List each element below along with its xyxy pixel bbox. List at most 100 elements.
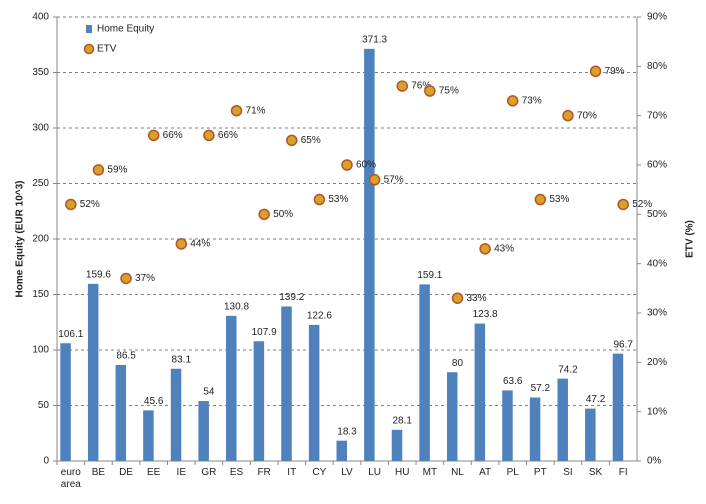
y-tick-label: 350 [32, 67, 49, 78]
point-value-label: 73% [522, 96, 542, 107]
etv-point [230, 104, 243, 117]
point-value-label: 66% [218, 130, 238, 141]
bar-value-label: 47.2 [586, 394, 606, 405]
bar [612, 353, 624, 461]
bar [364, 48, 375, 462]
etv-point [120, 272, 132, 285]
y-axis-label: Home Equity (EUR 10^3) [15, 181, 26, 298]
bar [502, 390, 513, 461]
x-tick-label: GR [201, 467, 217, 478]
bar-value-label: 107.9 [252, 327, 277, 338]
etv-point [313, 193, 326, 206]
point-value-label: 43% [494, 244, 514, 255]
point-value-label: 57% [384, 174, 404, 185]
y2-tick-label: 50% [647, 209, 667, 220]
x-tick-label: SK [588, 467, 603, 478]
x-tick-label: FI [618, 467, 628, 478]
y2-axis-label: ETV (%) [685, 220, 696, 258]
bar [419, 284, 430, 461]
x-tick-label: SI [563, 467, 573, 478]
bar-value-label: 159.1 [417, 270, 442, 281]
y2-tick-label: 10% [647, 406, 667, 417]
y-tick-label: 0 [43, 456, 49, 467]
bar [585, 408, 596, 461]
legend-swatch [86, 25, 92, 33]
bar-value-label: 122.6 [307, 311, 332, 322]
bar-value-label: 106.1 [58, 329, 83, 340]
x-tick-label: ES [229, 467, 244, 478]
x-tick-label: IT [287, 467, 297, 478]
point-value-label: 37% [135, 273, 155, 284]
bar [446, 372, 458, 461]
bar-value-label: 54 [203, 387, 215, 398]
legend-label: Home Equity [97, 24, 154, 35]
bar [87, 283, 99, 461]
bar-value-label: 123.8 [473, 309, 498, 320]
point-value-label: 53% [328, 194, 348, 205]
bar [170, 368, 182, 461]
x-tick-label: LV [341, 467, 353, 478]
etv-point [451, 292, 464, 304]
point-value-label: 52% [80, 199, 100, 210]
x-tick-label: PL [506, 467, 519, 478]
point-value-label: 66% [163, 130, 183, 141]
y2-tick-label: 30% [647, 308, 667, 319]
bar [308, 324, 320, 461]
y2-tick-label: 0% [647, 456, 662, 467]
bar-value-label: 159.6 [86, 269, 111, 280]
bar-value-label: 45.6 [144, 396, 164, 407]
x-tick-label: EE [146, 467, 161, 478]
etv-point [286, 134, 298, 147]
y-tick-label: 200 [32, 234, 49, 245]
y2-tick-label: 80% [647, 61, 667, 72]
bar [529, 397, 541, 461]
x-tick-label: BE [91, 467, 106, 478]
y-tick-label: 100 [32, 345, 49, 356]
etv-point [589, 65, 602, 78]
legend-swatch [83, 43, 95, 55]
x-tick-label: FR [257, 467, 271, 478]
x-tick-label: NL [451, 467, 464, 478]
etv-point [506, 95, 519, 107]
point-value-label: 70% [577, 110, 597, 121]
etv-point [534, 193, 547, 206]
bar [474, 323, 486, 461]
point-value-label: 59% [107, 165, 127, 176]
x-tick-label: IE [176, 467, 186, 478]
bar [391, 429, 403, 461]
etv-point [147, 129, 160, 142]
etv-point [479, 243, 491, 255]
y-tick-label: 250 [32, 178, 49, 189]
x-tick-label: euro area [60, 467, 81, 490]
bar-value-label: 96.7 [613, 339, 633, 350]
bar-value-label: 63.6 [503, 376, 523, 387]
etv-point [617, 198, 629, 211]
bar-value-label: 74.2 [558, 364, 578, 375]
bar [336, 440, 347, 461]
point-value-label: 65% [301, 135, 321, 146]
y-tick-label: 150 [32, 289, 49, 300]
point-value-label: 53% [549, 194, 569, 205]
bar [281, 306, 292, 461]
bar [198, 401, 209, 461]
point-value-label: 60% [356, 160, 376, 171]
etv-point [341, 159, 353, 171]
y2-tick-label: 70% [647, 110, 667, 121]
point-value-label: 71% [246, 105, 266, 116]
x-tick-label: MT [422, 467, 438, 478]
bar [226, 315, 237, 461]
x-tick-label: PT [533, 467, 547, 478]
etv-point [175, 238, 188, 250]
y2-tick-label: 20% [647, 357, 667, 368]
bar-value-label: 139.2 [279, 292, 304, 303]
point-value-label: 33% [466, 293, 486, 304]
etv-point [396, 80, 408, 92]
bar-value-label: 18.3 [337, 426, 357, 437]
y-tick-label: 300 [32, 123, 49, 134]
y2-tick-label: 60% [647, 160, 667, 171]
point-value-label: 79% [605, 66, 625, 77]
y2-tick-label: 90% [647, 12, 667, 23]
etv-point [203, 129, 215, 142]
